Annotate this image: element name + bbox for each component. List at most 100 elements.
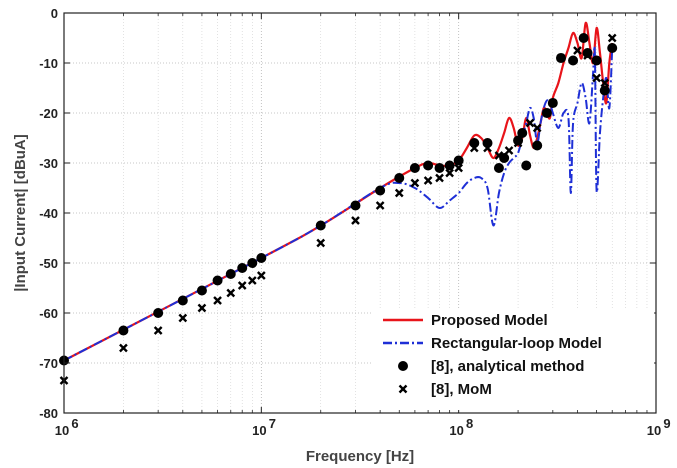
data-point [454, 163, 464, 173]
legend-items: Proposed Model Rectangular-loop Model [8],… [383, 312, 602, 398]
data-point [592, 73, 601, 83]
data-point [578, 33, 589, 43]
data-point [494, 151, 504, 160]
y-tick-label: -40 [39, 206, 58, 221]
data-point [499, 153, 510, 163]
data-point [178, 313, 188, 323]
data-point [583, 51, 592, 60]
legend-label: Proposed Model [431, 312, 548, 329]
data-point [394, 188, 404, 198]
data-point [582, 48, 593, 58]
data-point [434, 163, 445, 173]
y-tick-label: -70 [39, 356, 58, 371]
legend-swatch [398, 361, 408, 371]
x-marker-stroke [256, 271, 266, 280]
x-marker-stroke [445, 168, 454, 178]
x-marker-stroke [504, 146, 514, 155]
data-point [556, 53, 566, 63]
y-tick-label: -20 [39, 106, 58, 121]
x-marker-stroke [423, 176, 433, 185]
x-marker-stroke [153, 326, 163, 335]
x-marker-stroke [119, 343, 128, 353]
x-marker-stroke [178, 313, 188, 323]
data-point [375, 201, 385, 210]
data-point [256, 271, 266, 280]
x-marker-stroke [483, 143, 492, 153]
data-point [435, 173, 444, 183]
x-marker-stroke [213, 296, 222, 305]
series-line-2 [63, 45, 614, 362]
y-tick-label: -50 [39, 256, 58, 271]
data-point [513, 138, 523, 148]
data-point [444, 160, 455, 171]
x-marker-stroke [398, 384, 408, 394]
data-point [177, 295, 188, 306]
y-tick-label: -80 [39, 406, 58, 421]
data-point [237, 263, 248, 273]
x-axis-label: Frequency [Hz] [306, 448, 414, 465]
series-markers-3 [59, 33, 618, 366]
data-point [153, 326, 163, 335]
x-tick-label-exponent: 9 [663, 416, 670, 431]
legend-swatch [398, 384, 408, 394]
data-point [517, 128, 528, 138]
data-point [247, 258, 258, 268]
x-marker-stroke [592, 73, 601, 83]
data-point [213, 296, 222, 305]
data-point [532, 140, 543, 151]
data-point [542, 108, 552, 118]
x-marker-stroke [532, 123, 542, 133]
data-point [375, 185, 386, 196]
x-marker-stroke [226, 288, 236, 298]
tick-labels: 10 6 10 7 10 8 10 90-10-20-30-40-50-60-70-80 [39, 6, 670, 438]
data-point [196, 285, 207, 296]
data-point [591, 55, 602, 66]
x-tick-label-exponent: 7 [269, 416, 276, 431]
legend-label: [8], MoM [431, 381, 492, 398]
series-markers-4 [59, 33, 617, 385]
data-point [532, 123, 542, 133]
x-marker-stroke [548, 98, 558, 108]
data-point [525, 118, 535, 128]
legend-label: Rectangular-loop Model [431, 335, 602, 352]
x-tick-label: 10 [647, 423, 661, 438]
x-marker-stroke [351, 216, 360, 225]
y-tick-label: -30 [39, 156, 58, 171]
data-point [599, 85, 610, 96]
legend-item: [8], MoM [398, 381, 492, 398]
x-marker-stroke [542, 108, 552, 118]
x-marker-stroke [583, 51, 592, 60]
data-point [197, 303, 207, 313]
data-point [607, 33, 617, 43]
x-marker-stroke [435, 173, 444, 183]
legend-label: [8], analytical method [431, 358, 584, 375]
x-marker-stroke [454, 163, 464, 173]
x-tick-label-exponent: 6 [71, 416, 78, 431]
data-point [225, 269, 236, 279]
x-marker-stroke [469, 143, 479, 153]
data-point [315, 220, 326, 231]
y-tick-label: -60 [39, 306, 58, 321]
x-tick-label-exponent: 8 [466, 416, 473, 431]
legend: Proposed Model Rectangular-loop Model [8],… [372, 308, 654, 410]
x-marker-stroke [513, 138, 523, 148]
data-point [118, 325, 129, 336]
data-point [316, 238, 326, 248]
data-point [568, 55, 579, 66]
y-axis-label: |Input Current| [dBuA] [12, 134, 29, 292]
data-point [153, 308, 164, 318]
data-point [573, 46, 582, 55]
x-marker-stroke [556, 53, 566, 63]
legend-item: Proposed Model [383, 312, 548, 329]
data-point [247, 276, 257, 285]
x-marker-stroke [600, 78, 610, 88]
x-marker-stroke [494, 151, 504, 160]
data-point [423, 176, 433, 185]
y-tick-label: -10 [39, 56, 58, 71]
legend-item: [8], analytical method [398, 358, 584, 375]
data-point [409, 163, 420, 173]
x-tick-label: 10 [252, 423, 266, 438]
data-point [394, 173, 405, 183]
data-point [453, 155, 464, 166]
